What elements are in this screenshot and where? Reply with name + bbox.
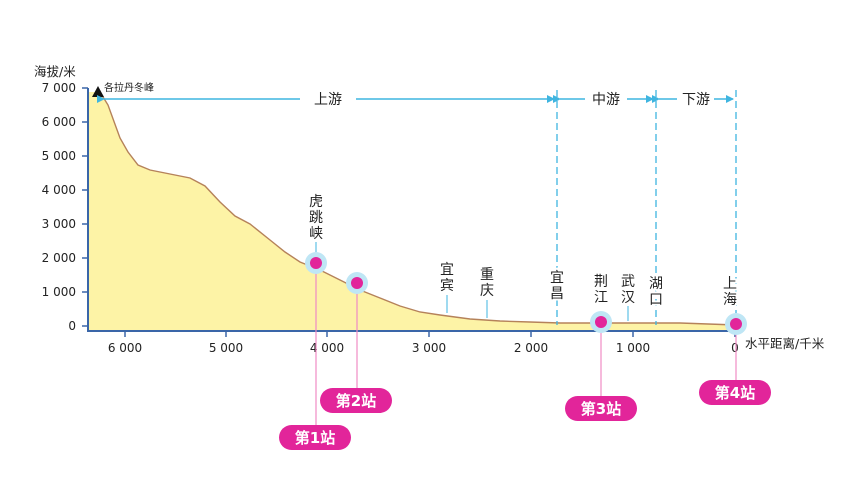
section-upper-label: 上游 xyxy=(314,92,342,108)
station-2-marker[interactable] xyxy=(346,272,368,294)
y-tick-label: 7 000 xyxy=(42,81,76,95)
peak-label: 各拉丹冬峰 xyxy=(104,81,154,94)
svg-text:海: 海 xyxy=(723,292,737,308)
svg-text:庆: 庆 xyxy=(480,283,494,299)
x-tick-label: 3 000 xyxy=(412,341,446,355)
place-jingjiang: 荆 江 xyxy=(594,274,608,306)
svg-text:宜: 宜 xyxy=(440,262,454,278)
peak-triangle-icon xyxy=(92,86,104,97)
svg-text:上: 上 xyxy=(723,276,737,292)
station-2-badge[interactable]: 第2站 xyxy=(320,388,392,413)
x-tick-label: 4 000 xyxy=(310,341,344,355)
place-wuhan: 武 汉 xyxy=(621,274,635,321)
terrain-area xyxy=(88,92,736,330)
x-tick-label: 1 000 xyxy=(616,341,650,355)
y-axis-title: 海拔/米 xyxy=(34,64,76,79)
svg-text:荆: 荆 xyxy=(594,274,608,290)
place-hukou: 湖 口 xyxy=(647,274,665,310)
svg-text:宾: 宾 xyxy=(440,278,454,294)
y-tick-label: 1 000 xyxy=(42,285,76,299)
x-tick-label: 5 000 xyxy=(209,341,243,355)
svg-text:重: 重 xyxy=(480,267,494,283)
station-1-label: 第1站 xyxy=(295,429,335,447)
svg-text:汉: 汉 xyxy=(621,290,635,306)
y-tick-label: 4 000 xyxy=(42,183,76,197)
place-hutiaoxia: 虎 跳 峡 xyxy=(309,194,323,254)
svg-text:昌: 昌 xyxy=(550,286,564,302)
station-2-label: 第2站 xyxy=(336,392,376,410)
section-lower-label: 下游 xyxy=(682,92,710,108)
svg-text:江: 江 xyxy=(594,290,608,306)
y-tick-label: 5 000 xyxy=(42,149,76,163)
place-yichang: 宜 昌 xyxy=(548,268,566,304)
station-1-marker[interactable] xyxy=(305,252,327,274)
svg-text:虎: 虎 xyxy=(309,194,323,210)
svg-text:口: 口 xyxy=(649,292,663,308)
svg-text:峡: 峡 xyxy=(309,226,323,242)
y-ticks xyxy=(82,87,88,327)
station-3-label: 第3站 xyxy=(581,400,621,418)
section-middle-label: 中游 xyxy=(592,92,620,108)
y-tick-label: 3 000 xyxy=(42,217,76,231)
svg-text:武: 武 xyxy=(621,274,635,290)
place-yibin: 宜 宾 xyxy=(440,262,454,313)
x-tick-label: 2 000 xyxy=(514,341,548,355)
x-tick-label: 0 xyxy=(731,341,739,355)
y-tick-label: 2 000 xyxy=(42,251,76,265)
svg-text:宜: 宜 xyxy=(550,270,564,286)
x-axis-title: 水平距离/千米 xyxy=(745,336,825,351)
station-4-label: 第4站 xyxy=(715,384,755,402)
y-tick-label: 6 000 xyxy=(42,115,76,129)
station-3-badge[interactable]: 第3站 xyxy=(565,396,637,421)
station-4-badge[interactable]: 第4站 xyxy=(699,380,771,405)
station-1-badge[interactable]: 第1站 xyxy=(279,425,351,450)
svg-text:跳: 跳 xyxy=(309,210,323,226)
svg-text:湖: 湖 xyxy=(649,276,663,292)
station-4-marker[interactable] xyxy=(725,313,747,335)
place-chongqing: 重 庆 xyxy=(480,267,494,318)
place-shanghai: 上 海 xyxy=(721,274,739,310)
y-tick-label: 0 xyxy=(68,319,76,333)
x-tick-label: 6 000 xyxy=(108,341,142,355)
station-3-marker[interactable] xyxy=(590,311,612,333)
